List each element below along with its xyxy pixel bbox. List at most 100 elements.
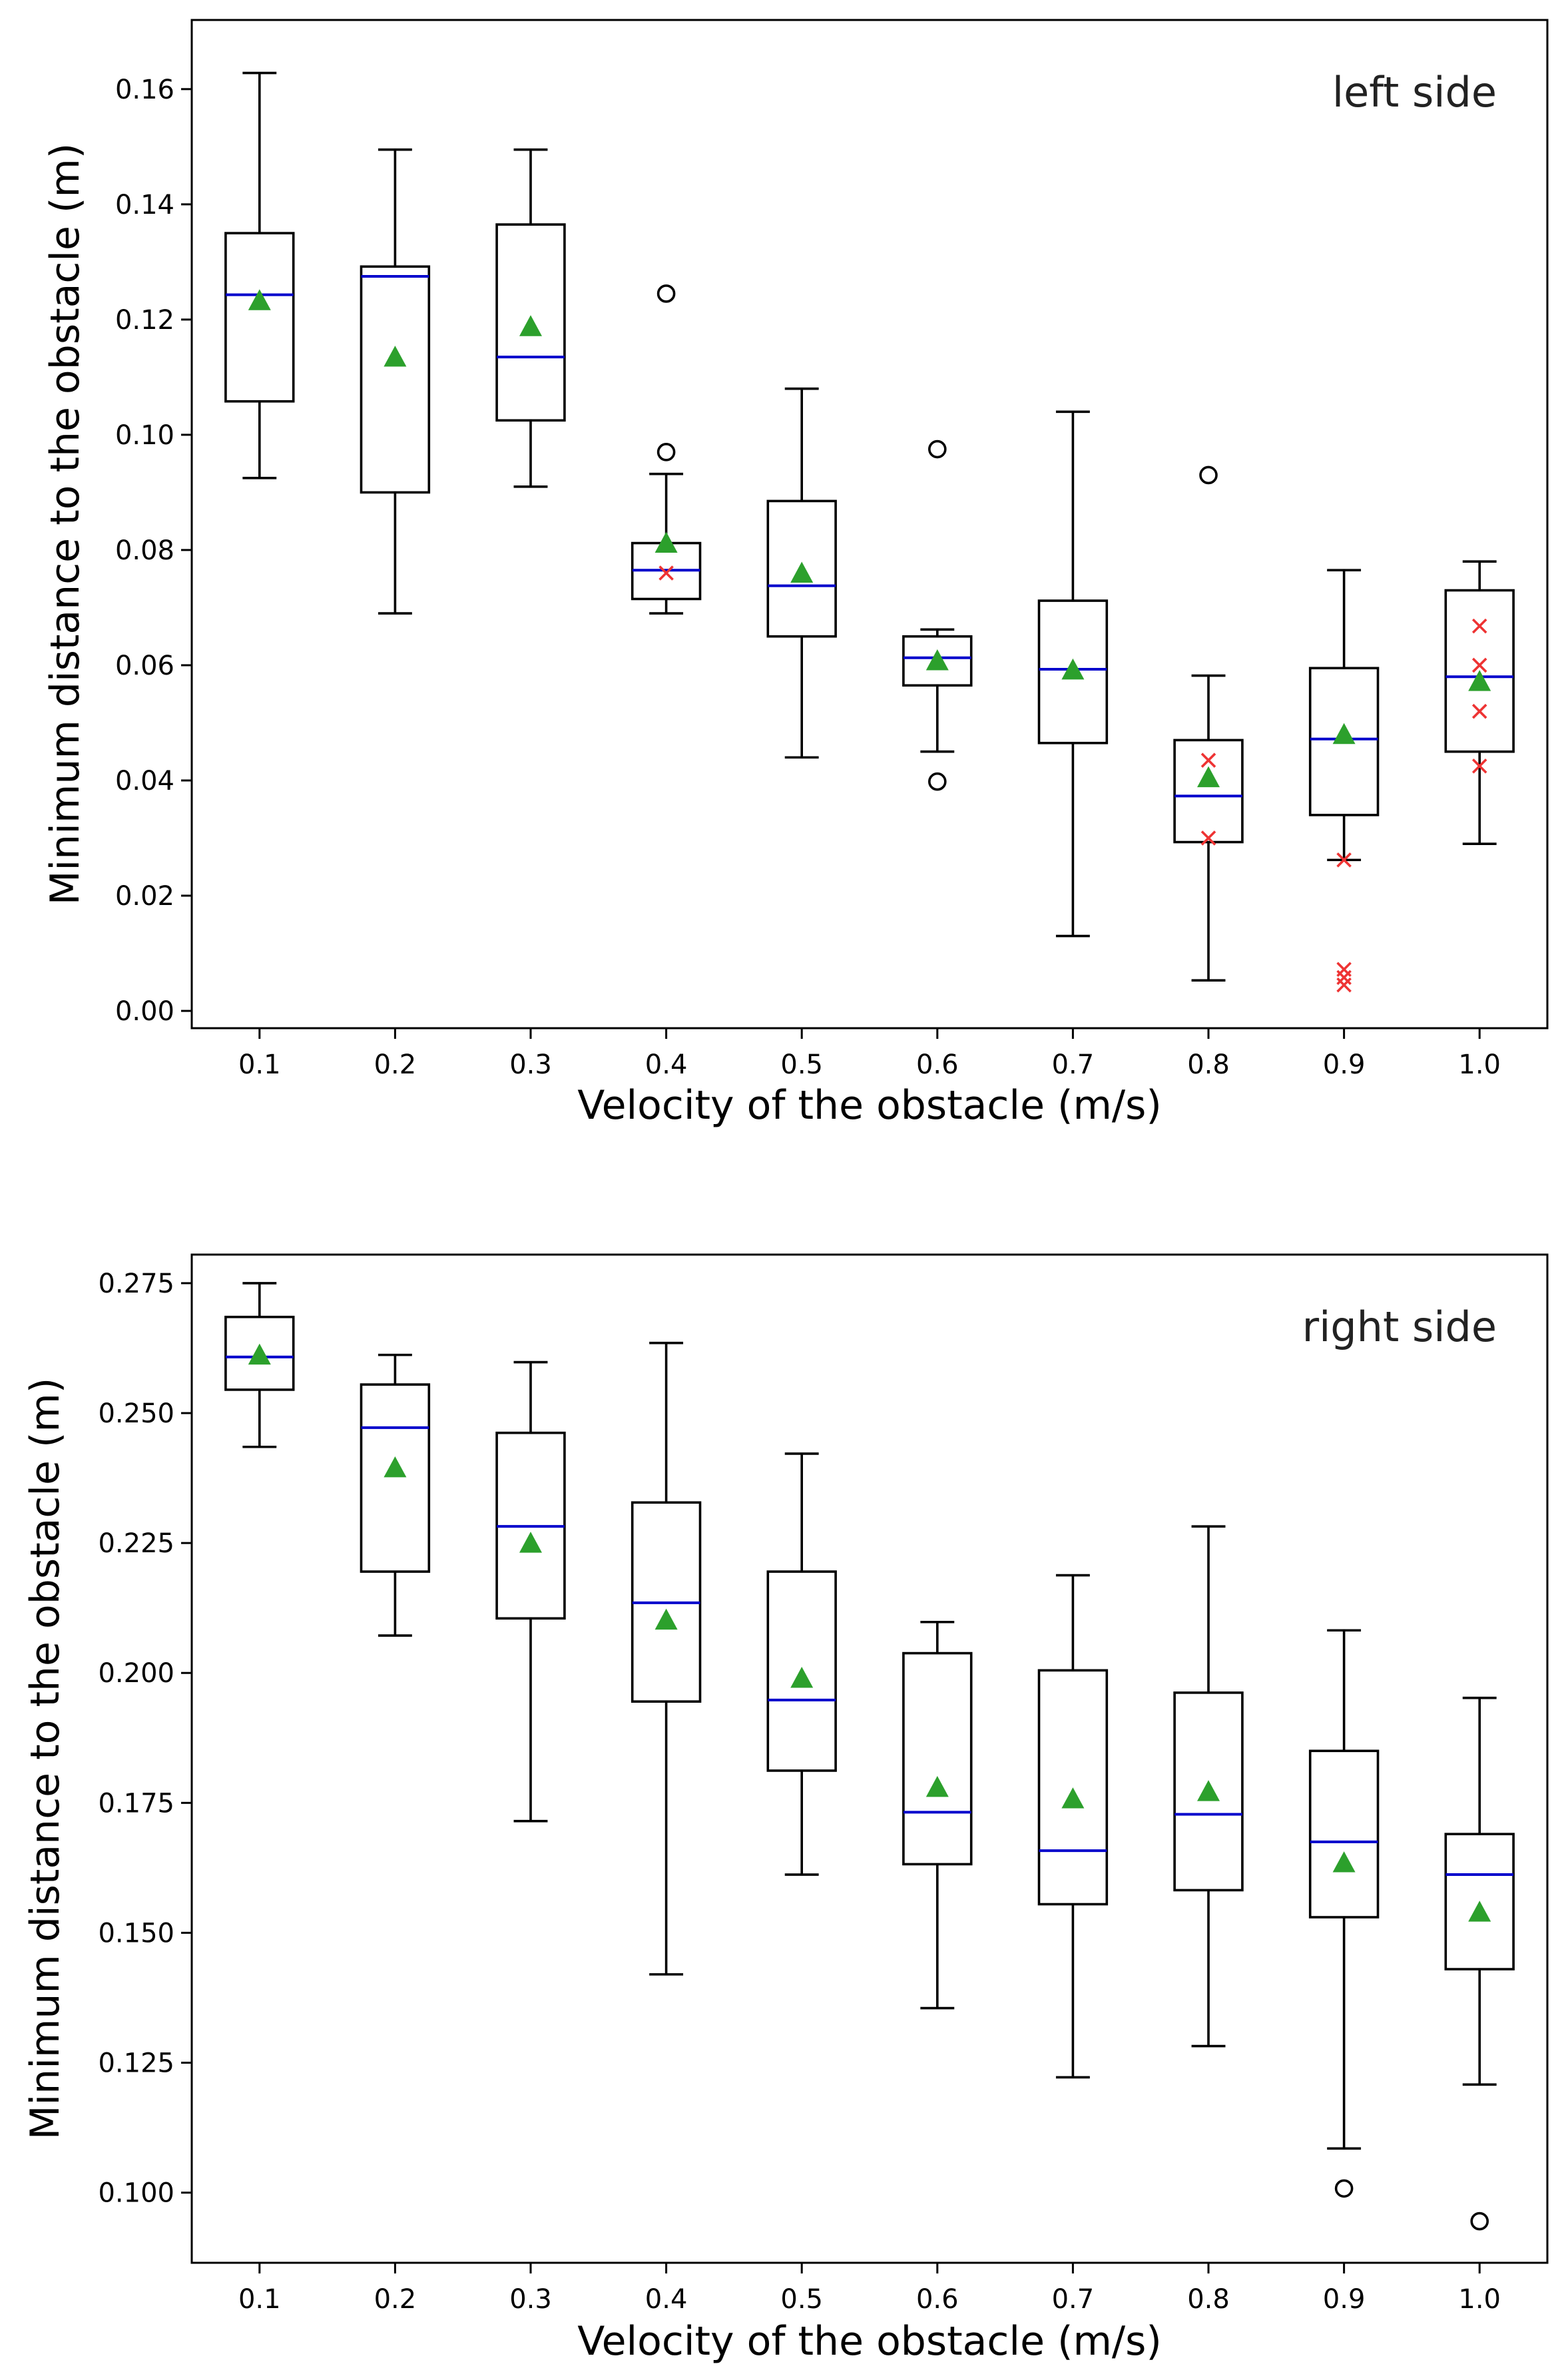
y-tick-label: 0.150 [98, 1918, 174, 1948]
iqr-box [766, 499, 837, 638]
box-0.1 [224, 1282, 295, 1448]
x-marker [1200, 830, 1216, 846]
iqr-box [224, 232, 295, 403]
x-tick-label: 0.7 [1052, 2284, 1095, 2315]
box-0.9 [1308, 569, 1380, 993]
box-0.9 [1308, 1629, 1380, 2198]
outlier-point [1199, 465, 1218, 485]
iqr-box [360, 1383, 431, 1573]
x-marker-stroke [1336, 852, 1352, 868]
box-0.2 [360, 1353, 431, 1637]
y-tick-label: 0.04 [115, 766, 174, 796]
x-tick-label: 0.6 [916, 1049, 959, 1080]
y-tick-label: 0.08 [115, 535, 174, 566]
mean-marker [1332, 723, 1356, 744]
x-marker [1336, 852, 1352, 868]
x-marker-stroke [1200, 752, 1216, 768]
mean-marker [1468, 1901, 1491, 1922]
x-tick-label: 0.8 [1187, 2284, 1230, 2315]
right-side-panel: right side Velocity of the obstacle (m/s… [22, 1253, 1549, 2365]
y-tick-label: 0.02 [115, 881, 174, 912]
outlier-point [1334, 2179, 1354, 2198]
mean-marker [1332, 1851, 1356, 1873]
outlier-point [928, 440, 947, 459]
box-0.6 [902, 1620, 973, 2010]
y-tick-label: 0.125 [98, 2048, 174, 2079]
x-marker [658, 565, 674, 581]
mean-marker [1061, 658, 1085, 680]
x-marker-stroke [658, 565, 674, 581]
box-0.7 [1037, 1574, 1109, 2079]
y-axis-label: Minimum distance to the obstacle (m) [42, 143, 89, 906]
iqr-box [1173, 1691, 1244, 1892]
x-marker-stroke [1471, 703, 1487, 719]
mean-marker [1468, 670, 1491, 691]
x-tick-label: 0.7 [1052, 1049, 1095, 1080]
iqr-box [1444, 589, 1515, 753]
mean-marker [1061, 1787, 1085, 1809]
box-1.0 [1444, 1696, 1515, 2231]
x-tick-label: 0.4 [645, 1049, 688, 1080]
iqr-box [360, 265, 431, 494]
y-tick-label: 0.10 [115, 420, 174, 451]
iqr-box [224, 1315, 295, 1391]
x-tick-label: 0.2 [374, 2284, 417, 2315]
x-marker-stroke [1336, 962, 1352, 978]
box-0.7 [1037, 410, 1109, 938]
x-marker-stroke [1200, 830, 1216, 846]
y-tick-label: 0.200 [98, 1658, 174, 1689]
y-tick-label: 0.12 [115, 305, 174, 336]
box-0.3 [495, 1360, 566, 1823]
x-tick-label: 0.4 [645, 2284, 688, 2315]
x-marker-stroke [1471, 618, 1487, 634]
x-marker [1200, 752, 1216, 768]
iqr-box [902, 1651, 973, 1866]
x-axis-label: Velocity of the obstacle (m/s) [577, 2318, 1162, 2365]
mean-marker [654, 531, 678, 553]
panel-label: left side [1332, 68, 1497, 117]
x-tick-label: 0.6 [916, 2284, 959, 2315]
box-0.5 [766, 1452, 837, 1876]
mean-marker [790, 561, 814, 583]
y-tick-label: 0.275 [98, 1269, 174, 1299]
iqr-box [1444, 1833, 1515, 1970]
x-tick-label: 0.1 [238, 2284, 281, 2315]
x-marker [1471, 618, 1487, 634]
iqr-box [902, 635, 973, 687]
x-tick-label: 1.0 [1458, 2284, 1501, 2315]
y-tick-label: 0.16 [115, 75, 174, 105]
x-tick-label: 1.0 [1458, 1049, 1501, 1080]
left-side-panel: left side Velocity of the obstacle (m/s)… [42, 19, 1549, 1129]
y-tick-label: 0.225 [98, 1528, 174, 1559]
outlier-point [1470, 2212, 1489, 2231]
y-tick-label: 0.06 [115, 651, 174, 681]
x-axis-label: Velocity of the obstacle (m/s) [577, 1082, 1162, 1129]
x-marker-stroke [1471, 657, 1487, 673]
box-0.3 [495, 148, 566, 488]
x-marker-stroke [1471, 758, 1487, 774]
box-0.4 [631, 1341, 702, 1976]
x-marker [1471, 758, 1487, 774]
box-0.1 [224, 71, 295, 479]
mean-marker [654, 1608, 678, 1630]
box-0.8 [1173, 465, 1244, 982]
y-tick-label: 0.14 [115, 190, 174, 220]
mean-marker [925, 1775, 949, 1797]
x-marker [1471, 657, 1487, 673]
y-tick-label: 0.100 [98, 2178, 174, 2209]
x-tick-label: 0.3 [509, 2284, 552, 2315]
iqr-box [1037, 1669, 1109, 1906]
mean-marker [925, 649, 949, 671]
box-0.8 [1173, 1525, 1244, 2048]
x-tick-label: 0.9 [1323, 1049, 1366, 1080]
x-marker [1336, 977, 1352, 993]
y-tick-label: 0.250 [98, 1398, 174, 1429]
mean-marker [519, 315, 542, 336]
mean-marker [1197, 766, 1220, 788]
mean-marker [248, 289, 271, 310]
iqr-box [495, 223, 566, 422]
outlier-point [928, 772, 947, 791]
y-tick-label: 0.00 [115, 996, 174, 1027]
panel-label: right side [1302, 1303, 1497, 1351]
mean-marker [790, 1667, 814, 1688]
